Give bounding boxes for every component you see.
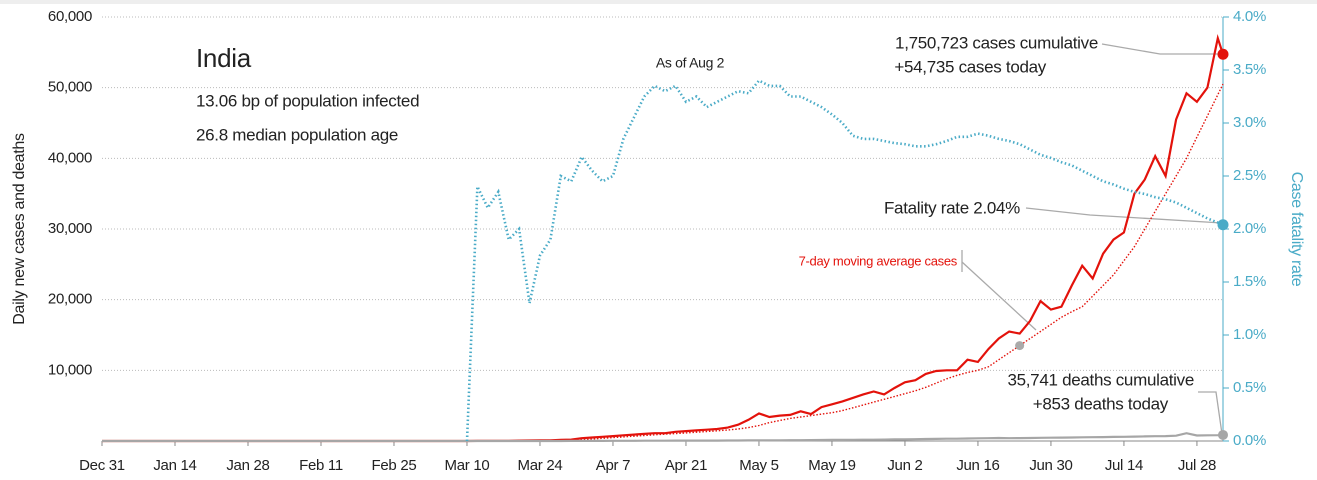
annotation: +54,735 cases today (894, 57, 1046, 76)
annotation: 1,750,723 cases cumulative (895, 33, 1098, 52)
x-tick-label: Feb 11 (299, 457, 343, 474)
end-dot (1218, 429, 1228, 440)
subtitle: 13.06 bp of population infected (196, 91, 419, 110)
y-tick-label: 20,000 (48, 291, 92, 308)
end-dot (1015, 341, 1025, 351)
x-tick-label: Apr 21 (665, 457, 707, 474)
x-tick-label: Mar 10 (445, 457, 490, 474)
end-dot (1217, 219, 1229, 231)
y-tick-label: 40,000 (48, 149, 92, 166)
y-tick-label: 30,000 (48, 220, 92, 237)
x-tick-label: Jun 16 (956, 457, 999, 474)
y-tick-label: 10,000 (48, 361, 92, 378)
y2-tick-label: 4.0% (1233, 8, 1266, 25)
x-tick-label: Jan 14 (153, 457, 196, 474)
chart-title: India (196, 43, 252, 73)
end-dot (1217, 48, 1229, 60)
x-tick-label: Jun 2 (887, 457, 922, 474)
y2-tick-label: 1.0% (1233, 326, 1266, 343)
annotation: As of Aug 2 (656, 55, 725, 71)
y2-tick-label: 0.5% (1233, 379, 1266, 396)
x-tick-label: May 19 (808, 457, 855, 474)
x-tick-label: Dec 31 (79, 457, 125, 474)
annotation: Fatality rate 2.04% (884, 198, 1020, 217)
y2-tick-label: 2.0% (1233, 220, 1266, 237)
y2-tick-label: 3.5% (1233, 61, 1266, 78)
y2-axis-label: Case fatality rate (1288, 172, 1305, 287)
series-line (465, 78, 1224, 442)
x-tick-label: May 5 (739, 457, 778, 474)
x-tick-label: Jun 30 (1029, 457, 1072, 474)
subtitle: 26.8 median population age (196, 125, 398, 144)
x-tick-label: Feb 25 (372, 457, 417, 474)
x-tick-label: Jul 28 (1178, 457, 1216, 474)
series-label: 7-day moving average cases (799, 253, 958, 268)
top-band (0, 0, 1317, 4)
y2-tick-label: 3.0% (1233, 114, 1266, 131)
series-line (102, 432, 1224, 443)
x-tick-label: Jan 28 (226, 457, 269, 474)
x-tick-label: Mar 24 (518, 457, 563, 474)
annotation: 35,741 deaths cumulative (1007, 370, 1194, 389)
y-axis-label: Daily new cases and deaths (11, 133, 28, 325)
y2-tick-label: 0.0% (1233, 432, 1266, 449)
y-tick-label: 60,000 (48, 8, 92, 25)
y2-tick-label: 2.5% (1233, 167, 1266, 184)
connectors (961, 43, 1223, 435)
annotation: +853 deaths today (1033, 394, 1169, 413)
y2-tick-label: 1.5% (1233, 273, 1266, 290)
x-tick-label: Apr 7 (596, 457, 630, 474)
x-tick-label: Jul 14 (1105, 457, 1143, 474)
y-tick-label: 50,000 (48, 79, 92, 96)
